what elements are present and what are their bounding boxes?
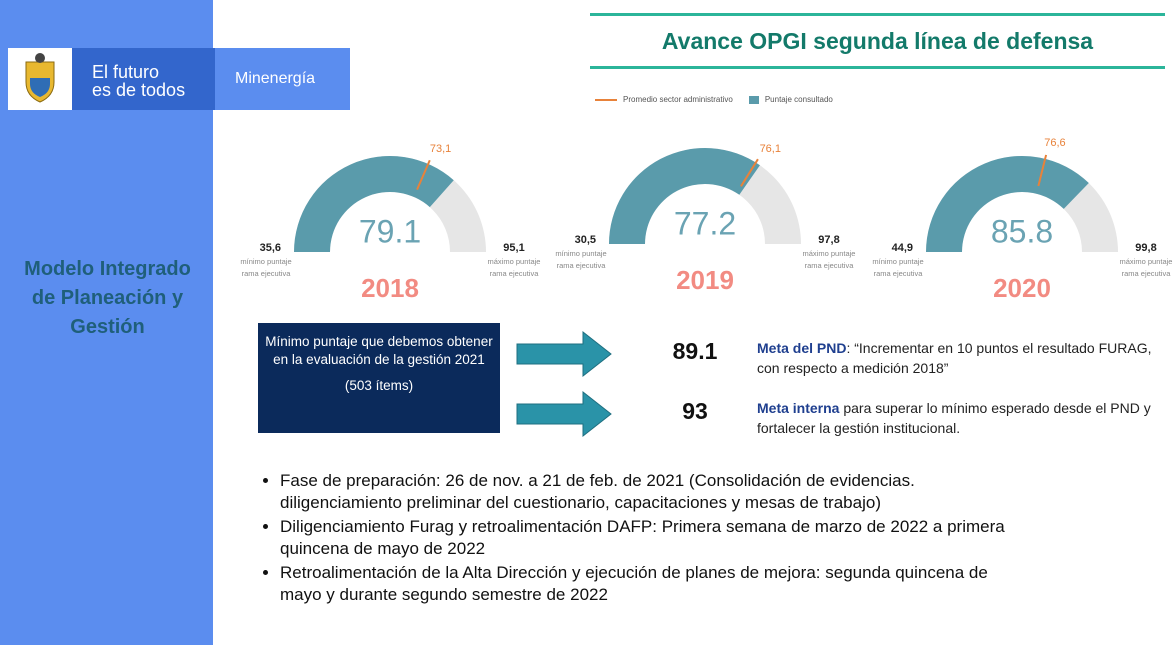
average-tick — [416, 159, 431, 191]
logo — [25, 53, 55, 103]
min-label: 44,9 — [892, 242, 913, 254]
max-label: 97,8 — [818, 234, 839, 246]
legend-label: Puntaje consultado — [764, 95, 833, 104]
gauge-fill — [294, 156, 454, 252]
slogan: El futuro es de todos — [72, 48, 215, 110]
year: 2019 — [676, 265, 734, 295]
bullet-line: diligenciamiento preliminar del cuestion… — [280, 493, 881, 512]
box-items: (503 ítems) — [344, 378, 414, 393]
target-value: 89.1 — [640, 338, 750, 365]
target-number: 93 — [682, 398, 708, 424]
max-caption: rama ejecutiva — [805, 261, 855, 270]
legend-swatch — [595, 98, 617, 101]
target-text: Meta del PND: “Incrementar en 10 puntos … — [757, 338, 1157, 378]
bullet-line: Fase de preparación: 26 de nov. a 21 de … — [280, 471, 915, 490]
bullet-line: quincena de mayo de 2022 — [280, 539, 486, 558]
target-value: 93 — [640, 398, 750, 425]
min-caption: mínimo puntaje — [555, 249, 606, 258]
min-caption: rama ejecutiva — [557, 261, 607, 270]
title-rule — [590, 13, 1165, 16]
gauge-fill — [609, 147, 760, 244]
target-label: Meta interna — [757, 400, 840, 416]
title-rule — [590, 66, 1165, 69]
min-label: 30,5 — [575, 234, 596, 246]
gauges: 73,1 79.1 2018 35,6 95,1 mínimo puntaje máximo… — [240, 137, 1173, 303]
goal-box: Mínimo puntaje que debemos obtener en la… — [258, 323, 500, 433]
arrows — [516, 330, 612, 438]
arrow — [516, 330, 612, 378]
year: 2018 — [361, 273, 419, 303]
bullet-line: Diligenciamiento Furag y retroalimentaci… — [280, 517, 1005, 536]
score: 77.2 — [674, 205, 736, 241]
max-caption: rama ejecutiva — [490, 269, 540, 278]
arrow — [516, 390, 612, 438]
score: 85.8 — [991, 213, 1053, 249]
gauge-fill — [926, 156, 1089, 252]
score: 79.1 — [359, 213, 421, 249]
ministry: Minenergía — [215, 48, 350, 110]
legend-label: Promedio sector administrativo — [623, 95, 733, 104]
min-caption: mínimo puntaje — [240, 257, 291, 266]
max-label: 99,8 — [1135, 242, 1156, 254]
average-label: 76,6 — [1044, 137, 1065, 149]
target-desc: : “Incrementar en 10 puntos el resultado… — [757, 340, 1152, 376]
bullet: Retroalimentación de la Alta Dirección y… — [280, 562, 1173, 606]
max-caption: máximo puntaje — [488, 257, 541, 266]
max-caption: máximo puntaje — [803, 249, 856, 258]
min-caption: mínimo puntaje — [872, 257, 923, 266]
box-text: Mínimo puntaje que debemos obtener en la… — [265, 334, 493, 367]
bullet: Fase de preparación: 26 de nov. a 21 de … — [280, 470, 1173, 514]
max-caption: rama ejecutiva — [1122, 269, 1172, 278]
average-tick — [740, 158, 759, 187]
average-label: 73,1 — [430, 143, 451, 155]
max-caption: máximo puntaje — [1120, 257, 1173, 266]
average-tick — [1037, 154, 1048, 187]
bullet-line: mayo y durante segundo semestre de 2022 — [280, 585, 608, 604]
legend: Promedio sector administrativo Puntaje c… — [595, 95, 833, 104]
year: 2020 — [993, 273, 1051, 303]
max-label: 95,1 — [503, 242, 524, 254]
average-label: 76,1 — [760, 143, 781, 155]
sidebar-title: Modelo Integrado de Planeación y Gestión — [24, 258, 191, 338]
title: Avance OPGI segunda línea de defensa — [661, 28, 1094, 54]
legend-swatch — [748, 95, 759, 104]
logo-area — [8, 48, 72, 110]
bullet-line: Retroalimentación de la Alta Dirección y… — [280, 563, 988, 582]
min-caption: rama ejecutiva — [874, 269, 924, 278]
slogan-line: El futuro — [92, 62, 160, 82]
target-text: Meta interna para superar lo mínimo espe… — [757, 398, 1157, 438]
target-label: Meta del PND — [757, 340, 847, 356]
target-number: 89.1 — [672, 338, 718, 364]
bullet: Diligenciamiento Furag y retroalimentaci… — [280, 516, 1173, 560]
min-caption: rama ejecutiva — [242, 269, 292, 278]
slogan-line: es de todos — [92, 80, 186, 100]
bullet-list: Fase de preparación: 26 de nov. a 21 de … — [255, 470, 1173, 608]
min-label: 35,6 — [260, 242, 281, 254]
target-desc: para superar lo mínimo esperado desde el… — [757, 400, 1151, 436]
